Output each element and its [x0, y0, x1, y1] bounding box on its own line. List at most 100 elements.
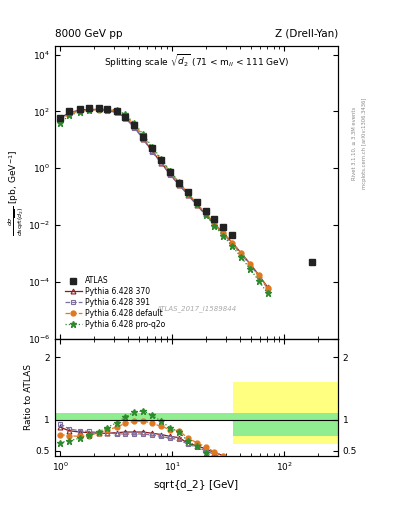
- Pythia 6.428 370: [239, 250, 243, 256]
- Bar: [233, 413, 338, 436]
- Pythia 6.428 default: [256, 272, 261, 279]
- Pythia 6.428 370: [96, 106, 101, 113]
- Pythia 6.428 pro-q2o: [96, 106, 101, 113]
- Pythia 6.428 370: [104, 108, 109, 114]
- Text: ATLAS_2017_I1589844: ATLAS_2017_I1589844: [156, 306, 237, 312]
- ATLAS: [132, 122, 137, 129]
- Pythia 6.428 370: [248, 261, 252, 267]
- Pythia 6.428 391: [239, 251, 243, 257]
- Pythia 6.428 pro-q2o: [185, 190, 190, 197]
- Text: Z (Drell-Yan): Z (Drell-Yan): [275, 29, 338, 39]
- Pythia 6.428 pro-q2o: [159, 156, 164, 162]
- Pythia 6.428 391: [96, 106, 101, 113]
- Pythia 6.428 pro-q2o: [67, 113, 72, 119]
- Pythia 6.428 370: [123, 115, 128, 121]
- Pythia 6.428 391: [159, 160, 164, 166]
- Pythia 6.428 pro-q2o: [265, 290, 270, 296]
- Pythia 6.428 370: [67, 110, 72, 116]
- Pythia 6.428 391: [77, 107, 82, 113]
- Pythia 6.428 default: [114, 108, 119, 114]
- Pythia 6.428 pro-q2o: [141, 132, 145, 138]
- Pythia 6.428 391: [221, 231, 226, 237]
- Pythia 6.428 pro-q2o: [58, 120, 62, 126]
- Pythia 6.428 pro-q2o: [150, 144, 154, 150]
- Pythia 6.428 370: [167, 171, 172, 177]
- Line: ATLAS: ATLAS: [57, 105, 315, 265]
- Pythia 6.428 391: [195, 202, 199, 208]
- Pythia 6.428 370: [132, 124, 137, 130]
- Pythia 6.428 391: [141, 136, 145, 142]
- Line: Pythia 6.428 pro-q2o: Pythia 6.428 pro-q2o: [57, 106, 271, 296]
- Text: mcplots.cern.ch [arXiv:1306.3436]: mcplots.cern.ch [arXiv:1306.3436]: [362, 98, 367, 189]
- Pythia 6.428 default: [123, 113, 128, 119]
- ATLAS: [96, 104, 101, 111]
- Pythia 6.428 391: [177, 182, 182, 188]
- ATLAS: [123, 114, 128, 120]
- Bar: [55, 418, 233, 421]
- Pythia 6.428 391: [167, 172, 172, 178]
- Pythia 6.428 pro-q2o: [212, 223, 217, 229]
- ATLAS: [159, 157, 164, 163]
- Pythia 6.428 pro-q2o: [248, 266, 252, 272]
- Pythia 6.428 pro-q2o: [177, 179, 182, 185]
- Pythia 6.428 391: [256, 273, 261, 279]
- ATLAS: [58, 115, 62, 121]
- Pythia 6.428 default: [239, 250, 243, 256]
- Pythia 6.428 default: [221, 230, 226, 236]
- Pythia 6.428 pro-q2o: [239, 254, 243, 260]
- Pythia 6.428 default: [177, 180, 182, 186]
- Pythia 6.428 370: [141, 136, 145, 142]
- Pythia 6.428 default: [150, 145, 154, 152]
- Text: Rivet 3.1.10, ≥ 3.3M events: Rivet 3.1.10, ≥ 3.3M events: [352, 106, 357, 180]
- ATLAS: [177, 180, 182, 186]
- ATLAS: [230, 232, 235, 238]
- Pythia 6.428 default: [67, 111, 72, 117]
- Pythia 6.428 370: [195, 202, 199, 208]
- Pythia 6.428 default: [203, 210, 208, 217]
- Pythia 6.428 391: [150, 148, 154, 155]
- Pythia 6.428 370: [221, 230, 226, 236]
- Pythia 6.428 default: [96, 106, 101, 113]
- Pythia 6.428 default: [141, 133, 145, 139]
- Legend: ATLAS, Pythia 6.428 370, Pythia 6.428 391, Pythia 6.428 default, Pythia 6.428 pr: ATLAS, Pythia 6.428 370, Pythia 6.428 39…: [62, 273, 168, 332]
- Pythia 6.428 pro-q2o: [256, 278, 261, 284]
- ATLAS: [203, 208, 208, 214]
- Pythia 6.428 pro-q2o: [104, 106, 109, 112]
- Pythia 6.428 default: [159, 157, 164, 163]
- Pythia 6.428 370: [77, 107, 82, 113]
- Pythia 6.428 370: [150, 148, 154, 154]
- Pythia 6.428 default: [230, 240, 235, 246]
- Pythia 6.428 370: [212, 221, 217, 227]
- Pythia 6.428 370: [185, 191, 190, 198]
- Line: Pythia 6.428 370: Pythia 6.428 370: [58, 107, 270, 290]
- Pythia 6.428 default: [104, 106, 109, 113]
- Pythia 6.428 pro-q2o: [203, 211, 208, 218]
- Pythia 6.428 391: [67, 110, 72, 116]
- Pythia 6.428 pro-q2o: [114, 106, 119, 113]
- Pythia 6.428 391: [185, 192, 190, 198]
- Pythia 6.428 default: [77, 109, 82, 115]
- Pythia 6.428 default: [58, 117, 62, 123]
- Pythia 6.428 pro-q2o: [86, 107, 91, 113]
- Pythia 6.428 370: [230, 240, 235, 246]
- Pythia 6.428 391: [248, 262, 252, 268]
- Pythia 6.428 pro-q2o: [167, 167, 172, 174]
- Bar: [55, 413, 233, 419]
- ATLAS: [310, 259, 314, 265]
- Pythia 6.428 391: [104, 108, 109, 114]
- Pythia 6.428 pro-q2o: [195, 201, 199, 207]
- Pythia 6.428 391: [58, 115, 62, 121]
- Y-axis label: $\frac{d\sigma}{d\mathrm{sqrt}(\overline{d_2})}\ \mathrm{[pb,\,GeV^{-1}]}$: $\frac{d\sigma}{d\mathrm{sqrt}(\overline…: [6, 149, 25, 236]
- ATLAS: [221, 224, 226, 230]
- Bar: [233, 382, 338, 444]
- Pythia 6.428 370: [177, 182, 182, 188]
- Pythia 6.428 pro-q2o: [77, 109, 82, 115]
- Pythia 6.428 default: [132, 122, 137, 128]
- Pythia 6.428 default: [265, 285, 270, 291]
- Text: 8000 GeV pp: 8000 GeV pp: [55, 29, 123, 39]
- Pythia 6.428 pro-q2o: [230, 243, 235, 249]
- Pythia 6.428 370: [58, 115, 62, 121]
- Pythia 6.428 default: [212, 220, 217, 226]
- Pythia 6.428 pro-q2o: [221, 232, 226, 239]
- Pythia 6.428 370: [159, 160, 164, 166]
